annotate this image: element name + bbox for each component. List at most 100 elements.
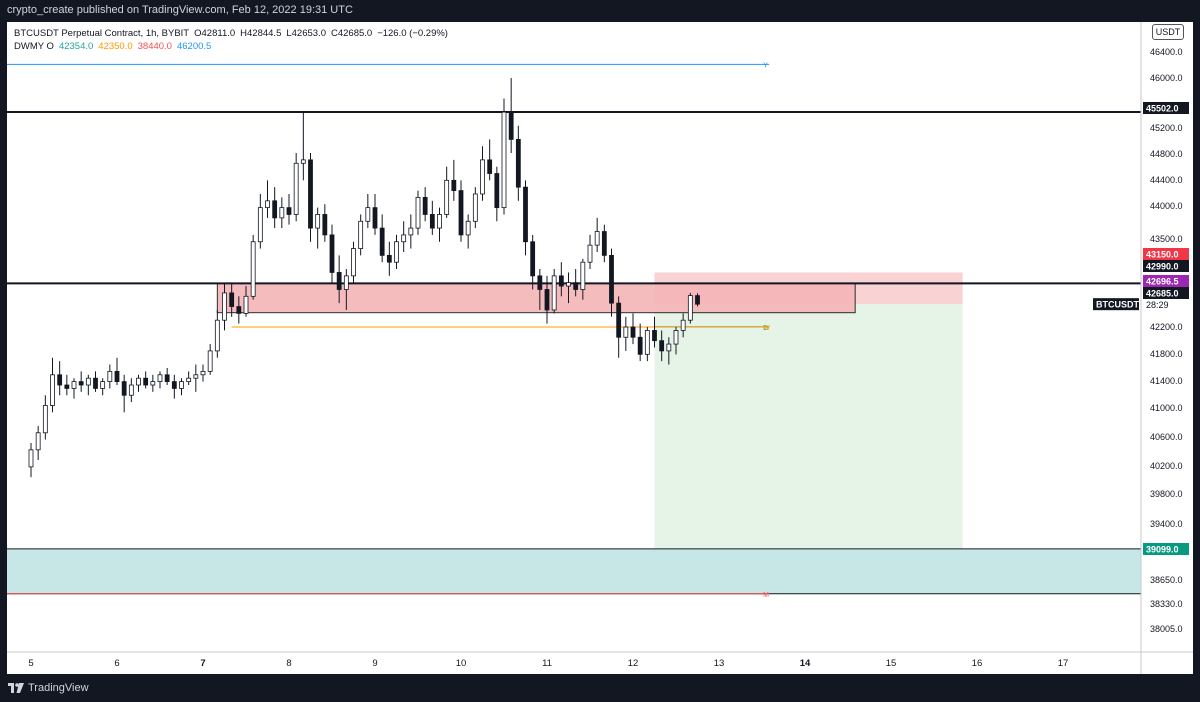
candle-body — [659, 340, 665, 352]
symbol-tag: BTCUSDT — [1096, 300, 1139, 310]
candle-body — [408, 227, 414, 236]
candle-body — [394, 241, 399, 263]
candle-body — [236, 306, 242, 314]
x-tick-label: 14 — [800, 658, 811, 669]
candle-body — [616, 302, 622, 338]
candle-body — [480, 159, 485, 195]
resistance-zone[interactable] — [216, 282, 856, 314]
candle-body — [193, 374, 199, 379]
footer-bar: TradingView — [0, 674, 1200, 702]
candle-body — [630, 326, 636, 338]
candle-body — [293, 162, 299, 215]
candle-body — [265, 200, 270, 209]
candle-body — [530, 241, 536, 277]
candle-body — [386, 254, 392, 263]
candle-body — [343, 275, 349, 290]
tradingview-logo-text: TradingView — [28, 682, 89, 694]
candle-body — [78, 381, 84, 386]
legend-close: C42685.0 — [330, 28, 373, 39]
candle-body — [601, 231, 607, 256]
candle-body — [609, 254, 614, 304]
candle-body — [42, 405, 48, 434]
candle-body — [422, 196, 428, 215]
legend-symbol-row: BTCUSDT Perpetual Contract, 1h, BYBIT O4… — [14, 27, 448, 40]
currency-badge[interactable]: USDT — [1152, 24, 1184, 40]
candle-body — [28, 449, 34, 468]
legend-low: L42653.0 — [286, 28, 326, 39]
candle-body — [544, 289, 550, 311]
candle-body — [551, 275, 557, 311]
price-label-box — [1143, 543, 1189, 555]
candle-body — [472, 193, 478, 222]
candle-body — [695, 295, 700, 305]
publisher-text: crypto_create published on TradingView.c… — [7, 4, 353, 16]
candle-body — [171, 381, 177, 389]
candle-body — [365, 207, 371, 222]
x-tick-label: 15 — [886, 658, 897, 669]
candle-body — [652, 330, 657, 342]
candle-body — [494, 173, 500, 209]
take-profit-zone — [654, 304, 963, 549]
candle-body — [157, 374, 163, 383]
x-tick-label: 5 — [28, 658, 33, 669]
legend-high: H42844.5 — [240, 28, 282, 39]
x-tick-label: 12 — [628, 658, 639, 669]
legend-open: O42811.0 — [194, 28, 236, 39]
candle-body — [515, 139, 521, 188]
candle-body — [673, 330, 679, 345]
candle-body — [537, 275, 543, 290]
candle-body — [666, 343, 672, 352]
price-label: 42990.0 — [1146, 262, 1179, 272]
indicator-value-weekly: 42350.0 — [98, 41, 133, 52]
candle-body — [451, 179, 457, 191]
candle-body — [100, 381, 106, 389]
indicator-tag-d: D — [763, 325, 768, 332]
y-tick-label: 38005.0 — [1150, 624, 1183, 634]
y-tick-label: 41800.0 — [1150, 349, 1183, 359]
y-tick-label: 38650.0 — [1150, 575, 1183, 585]
support-zone[interactable] — [7, 548, 1141, 594]
x-tick-label: 13 — [714, 658, 725, 669]
price-chart[interactable]: DW M Y 46400.0 46000.0 45200.0 44800.0 44400.0 4… — [7, 22, 1193, 674]
candle-body — [501, 111, 507, 209]
y-tick-label: 39400.0 — [1150, 519, 1183, 529]
legend-symbol: BTCUSDT Perpetual Contract, 1h, BYBIT — [14, 28, 190, 39]
x-tick-label: 8 — [286, 658, 291, 669]
legend-indicator-row: DWMY O 42354.0 42350.0 38440.0 46200.5 — [14, 40, 448, 53]
y-tick-label: 41000.0 — [1150, 403, 1183, 413]
candle-body — [243, 295, 249, 314]
candle-body — [250, 241, 256, 297]
candle-body — [429, 214, 435, 229]
candle-body — [508, 111, 514, 140]
candle-body — [437, 214, 442, 229]
candle-body — [121, 381, 127, 396]
candle-body — [322, 214, 328, 236]
y-tick-label: 38330.0 — [1150, 599, 1183, 609]
chart-panel[interactable]: D W M Y 46400.0 46000.0 45200.0 44800.0 44400.0 4… — [7, 22, 1193, 674]
indicator-value-monthly: 38440.0 — [137, 41, 172, 52]
candle-body — [57, 374, 63, 386]
y-tick-label: 44400.0 — [1150, 175, 1183, 185]
legend-change: −126.0 (−0.29%) — [377, 28, 448, 39]
candle-body — [580, 261, 586, 290]
candle-body — [487, 159, 493, 174]
price-label: 43150.0 — [1146, 250, 1179, 260]
x-tick-label: 10 — [456, 658, 467, 669]
candle-body — [114, 370, 120, 383]
candle-body — [279, 207, 285, 219]
candle-body — [200, 370, 206, 376]
candle-body — [136, 377, 141, 386]
y-tick-label: 40600.0 — [1150, 432, 1183, 442]
y-tick-label: 39800.0 — [1150, 489, 1183, 499]
candle-body — [587, 244, 593, 263]
candle-body — [214, 319, 220, 352]
candle-body — [207, 350, 213, 372]
candle-body — [573, 282, 579, 290]
x-tick-label: 7 — [200, 658, 205, 669]
candle-body — [164, 374, 170, 383]
candle-body — [465, 220, 471, 236]
x-tick-label: 9 — [372, 658, 377, 669]
candle-body — [272, 200, 278, 219]
indicator-name: DWMY O — [14, 41, 54, 52]
y-tick-label: 46000.0 — [1150, 73, 1183, 83]
